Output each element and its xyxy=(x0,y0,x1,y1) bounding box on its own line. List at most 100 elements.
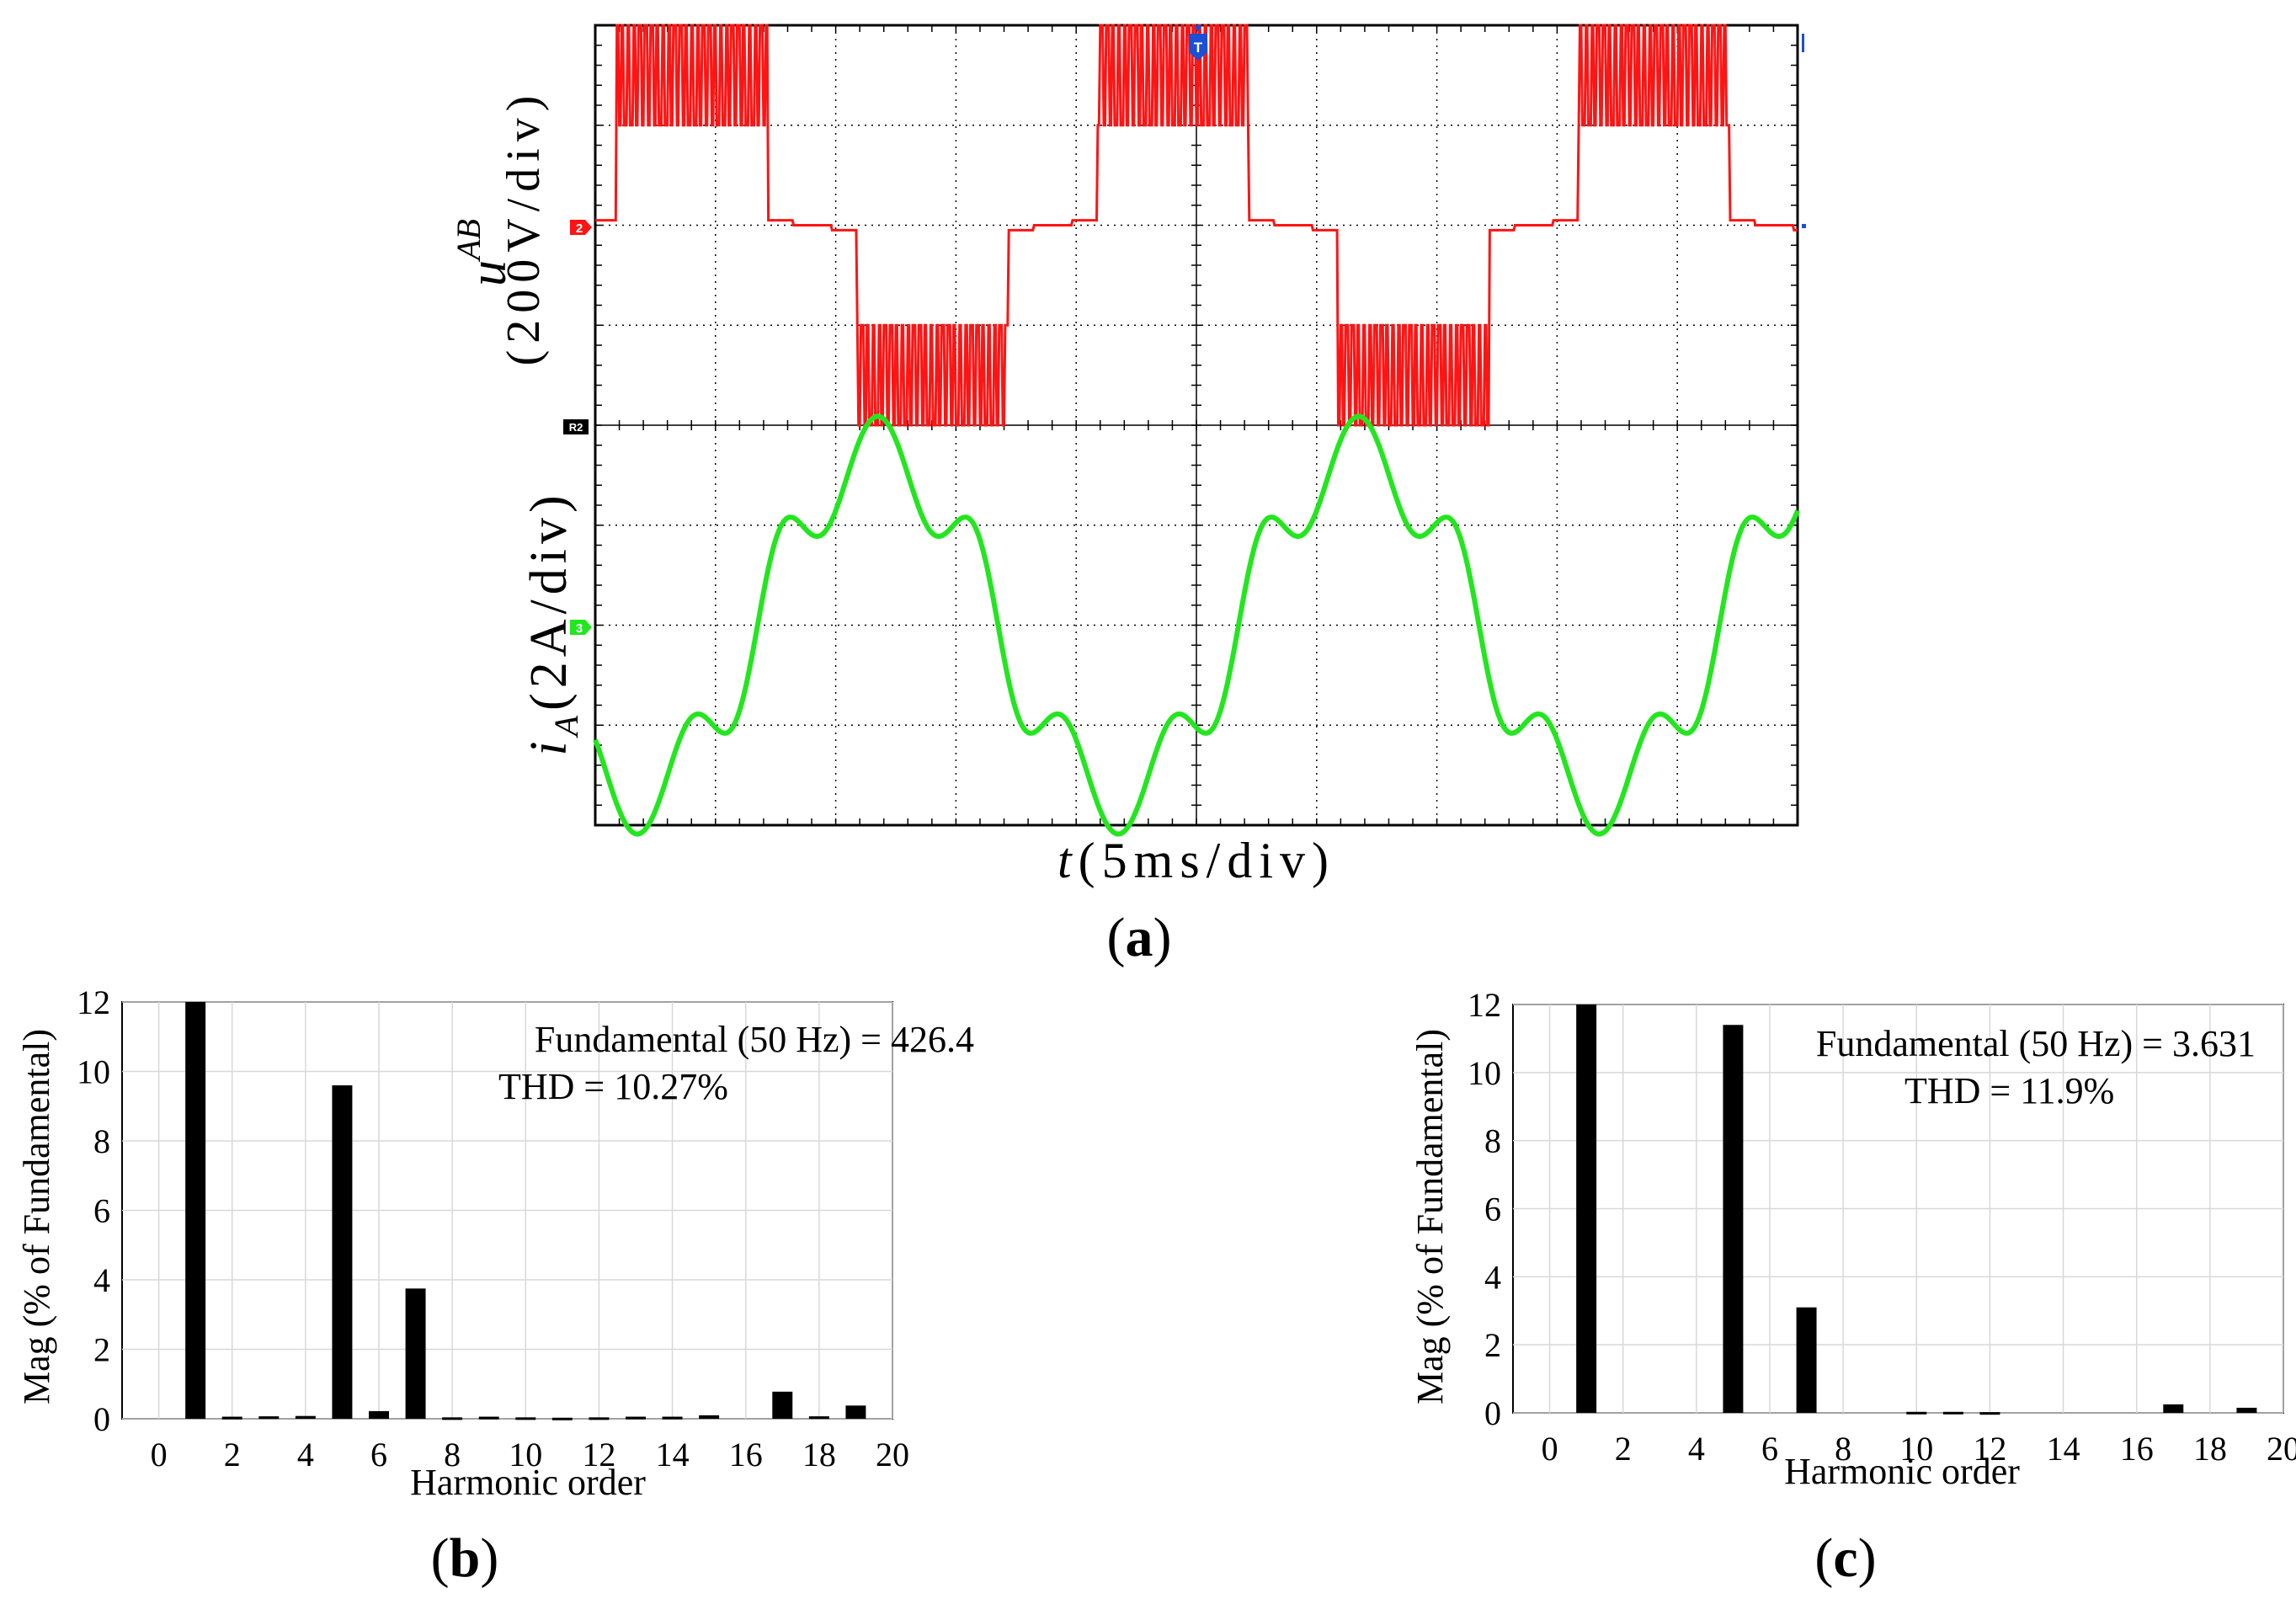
panel-b-grid xyxy=(122,1001,893,1420)
ia-scale-text: (2A/div) xyxy=(520,490,578,711)
svg-text:uAB: uAB xyxy=(450,219,517,286)
b-xtick: 10 xyxy=(509,1436,542,1473)
c-xtick: 2 xyxy=(1615,1430,1632,1468)
panel-b-bars xyxy=(185,1002,866,1420)
c-xtick: 16 xyxy=(2120,1430,2154,1468)
c-ytick: 12 xyxy=(1468,986,1501,1024)
trigger-position-icon xyxy=(1194,25,1202,32)
channel-3-marker-label: 3 xyxy=(576,621,583,636)
uab-symbol-label: uAB xyxy=(450,219,517,286)
c-xtick: 10 xyxy=(1899,1430,1933,1468)
current-waveform-ia xyxy=(593,413,1800,837)
scope-minor-ticks xyxy=(594,24,1798,826)
b-bar-h4 xyxy=(295,1415,316,1419)
panel-c-grid xyxy=(1513,1004,2284,1414)
channel-2-marker: 2 xyxy=(570,220,592,236)
c-xtick: 6 xyxy=(1761,1430,1778,1468)
c-bar-h19 xyxy=(2236,1407,2257,1413)
b-xtick: 0 xyxy=(151,1436,168,1473)
b-ytick: 0 xyxy=(93,1400,110,1438)
panel-b-y-axis-label-group: Mag (% of Fundamental) xyxy=(16,1029,57,1404)
b-bar-h3 xyxy=(258,1416,280,1420)
b-bar-h8 xyxy=(442,1417,463,1420)
panel-c-letter: c xyxy=(1833,1527,1857,1589)
c-xtick: 4 xyxy=(1688,1430,1705,1468)
c-bar-h5 xyxy=(1723,1025,1744,1413)
b-ytick: 10 xyxy=(77,1053,110,1091)
b-xtick: 8 xyxy=(444,1436,461,1473)
c-xtick: 14 xyxy=(2047,1430,2080,1468)
b-bar-h14 xyxy=(662,1416,683,1420)
panel-c-y-tick-labels: 0 2 4 6 8 10 12 xyxy=(1468,986,1501,1432)
time-axis-label: t(5ms/div) xyxy=(1057,833,1335,888)
c-bar-h7 xyxy=(1796,1307,1817,1413)
ia-symbol: i xyxy=(520,736,578,755)
right-level-marker xyxy=(1802,224,1806,228)
b-ytick: 4 xyxy=(93,1261,110,1299)
c-bar-h1 xyxy=(1576,1004,1597,1413)
c-ytick: 4 xyxy=(1484,1258,1501,1296)
b-ytick: 12 xyxy=(77,983,110,1021)
c-bar-h17 xyxy=(2163,1404,2184,1413)
ref-r2-marker-label: R2 xyxy=(569,421,583,434)
panel-a-caption: (a) xyxy=(1107,907,1172,968)
c-ytick: 6 xyxy=(1484,1191,1501,1228)
panel-c-x-axis-label: Harmonic order xyxy=(1784,1451,2020,1492)
uab-symbol: u xyxy=(460,260,517,286)
panel-c-y-axis-label-group: Mag (% of Fundamental) xyxy=(1409,1029,1451,1404)
b-ytick: 6 xyxy=(93,1192,110,1230)
panel-c-bars xyxy=(1576,1004,2257,1415)
panel-a-oscilloscope: T 2 R2 3 (200V/div) uAB xyxy=(450,24,1806,968)
panel-b-thd-annotation: THD = 10.27% xyxy=(498,1066,728,1107)
ia-axis-label: iA(2A/div) xyxy=(520,490,585,755)
c-ytick: 8 xyxy=(1484,1122,1501,1160)
c-xtick: 8 xyxy=(1835,1430,1851,1468)
c-xtick: 20 xyxy=(2267,1430,2296,1468)
b-bar-h17 xyxy=(772,1391,793,1419)
panel-c-thd-annotation: THD = 11.9% xyxy=(1904,1070,2114,1111)
b-bar-h9 xyxy=(478,1416,499,1420)
c-xtick: 0 xyxy=(1542,1430,1558,1468)
svg-text:(200V/div): (200V/div) xyxy=(498,89,550,366)
b-xtick: 6 xyxy=(370,1436,387,1473)
b-bar-h15 xyxy=(699,1415,720,1419)
b-bar-h1 xyxy=(185,1002,206,1419)
b-bar-h19 xyxy=(845,1405,866,1419)
uab-subscript: AB xyxy=(450,219,487,263)
b-ytick: 2 xyxy=(93,1331,110,1369)
panel-b-fundamental-annotation: Fundamental (50 Hz) = 426.4 xyxy=(535,1019,974,1060)
panel-c-fundamental-annotation: Fundamental (50 Hz) = 3.631 xyxy=(1816,1023,2256,1064)
uab-axis-label: (200V/div) xyxy=(498,89,550,366)
b-bar-h5 xyxy=(332,1085,353,1419)
b-bar-h13 xyxy=(626,1416,646,1420)
panel-c-y-axis-label: Mag (% of Fundamental) xyxy=(1409,1029,1451,1404)
trigger-marker: T xyxy=(1189,34,1207,61)
b-xtick: 14 xyxy=(656,1436,690,1473)
b-bar-h10 xyxy=(515,1417,536,1420)
panel-b-y-axis-label: Mag (% of Fundamental) xyxy=(16,1029,57,1404)
panel-c-x-tick-labels: 0 2 4 6 8 10 12 14 16 18 20 xyxy=(1542,1430,2296,1468)
b-bar-h11 xyxy=(551,1417,573,1420)
panel-c-caption: (c) xyxy=(1814,1527,1876,1589)
ref-r2-marker: R2 xyxy=(563,419,589,434)
panel-c-harmonic-spectrum: 0 2 4 6 8 10 12 14 16 18 20 0 2 4 6 8 10 12 Fundamental … xyxy=(1409,986,2296,1589)
panel-b-x-axis-label: Harmonic order xyxy=(410,1462,646,1503)
b-xtick: 4 xyxy=(297,1436,314,1473)
b-bar-h7 xyxy=(405,1288,426,1419)
channel-3-marker: 3 xyxy=(570,620,592,636)
panel-b-y-tick-labels: 0 2 4 6 8 10 12 xyxy=(77,983,110,1438)
b-xtick: 2 xyxy=(224,1436,241,1473)
b-bar-h18 xyxy=(808,1416,829,1420)
c-bar-h12 xyxy=(1979,1412,2000,1415)
b-bar-h2 xyxy=(221,1416,242,1420)
c-xtick: 12 xyxy=(1973,1430,2006,1468)
time-axis-unit: (5ms/div) xyxy=(1079,833,1335,888)
b-xtick: 16 xyxy=(729,1436,763,1473)
uab-scale-text: (200V/div) xyxy=(498,89,550,366)
c-ytick: 2 xyxy=(1484,1326,1501,1364)
panel-b-harmonic-spectrum: 0 2 4 6 8 10 12 14 16 18 20 0 2 4 6 8 10 12 Fundamental … xyxy=(16,983,974,1589)
time-axis-var: t xyxy=(1057,833,1079,888)
voltage-waveform-uab xyxy=(595,24,1798,427)
svg-text:iA(2A/div): iA(2A/div) xyxy=(520,490,585,755)
